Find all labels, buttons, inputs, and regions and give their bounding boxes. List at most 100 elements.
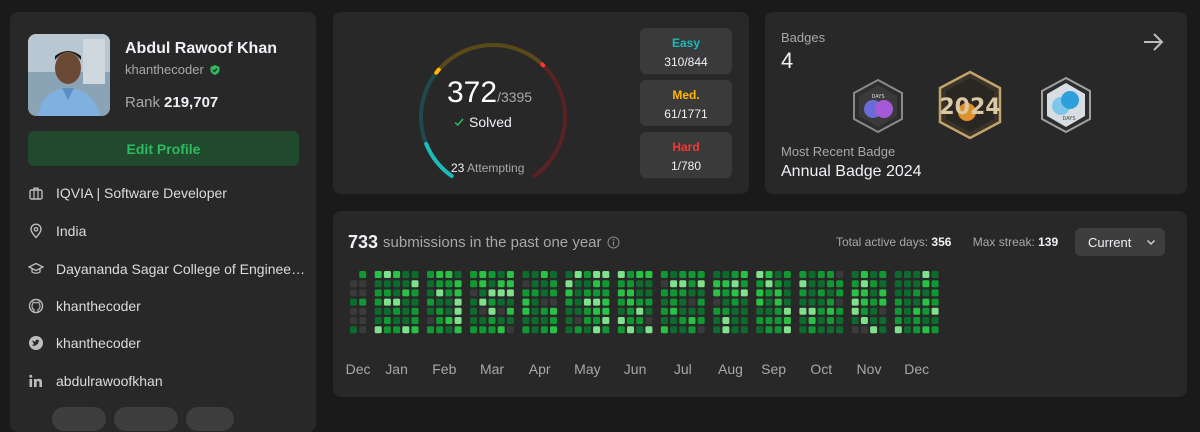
heatmap-cell[interactable] <box>851 298 859 306</box>
heatmap-cell[interactable] <box>350 307 357 315</box>
heatmap-cell[interactable] <box>799 326 807 334</box>
heatmap-cell[interactable] <box>470 298 478 306</box>
heatmap-cell[interactable] <box>922 280 930 288</box>
heatmap-cell[interactable] <box>894 289 902 297</box>
heatmap-cell[interactable] <box>374 289 382 297</box>
heatmap-cell[interactable] <box>411 307 419 315</box>
heatmap-cell[interactable] <box>731 280 739 288</box>
heatmap-cell[interactable] <box>922 289 930 297</box>
heatmap-cell[interactable] <box>870 307 878 315</box>
heatmap-cell[interactable] <box>660 326 668 334</box>
heatmap-cell[interactable] <box>688 307 696 315</box>
difficulty-easy[interactable]: Easy 310/844 <box>640 28 732 74</box>
heatmap-cell[interactable] <box>904 298 911 306</box>
tag-chip[interactable] <box>114 407 178 431</box>
heatmap-cell[interactable] <box>697 307 705 315</box>
heatmap-cell[interactable] <box>602 271 610 278</box>
heatmap-cell[interactable] <box>506 298 514 306</box>
heatmap-cell[interactable] <box>894 298 902 306</box>
heatmap-cell[interactable] <box>540 271 548 278</box>
heatmap-cell[interactable] <box>540 317 548 324</box>
heatmap-cell[interactable] <box>904 271 911 278</box>
heatmap-cell[interactable] <box>350 326 357 334</box>
heatmap-cell[interactable] <box>851 280 859 288</box>
heatmap-cell[interactable] <box>860 307 868 315</box>
heatmap-cell[interactable] <box>783 289 791 297</box>
heatmap-cell[interactable] <box>488 289 496 297</box>
heatmap-cell[interactable] <box>393 271 401 278</box>
heatmap-cell[interactable] <box>627 271 634 278</box>
linkedin-text[interactable]: abdulrawoofkhan <box>56 373 163 389</box>
heatmap-cell[interactable] <box>636 289 644 297</box>
heatmap-cell[interactable] <box>713 289 721 297</box>
heatmap-cell[interactable] <box>574 307 582 315</box>
heatmap-cell[interactable] <box>627 317 634 324</box>
heatmap-cell[interactable] <box>411 289 419 297</box>
heatmap-cell[interactable] <box>593 326 601 334</box>
heatmap-cell[interactable] <box>913 271 921 278</box>
heatmap-cell[interactable] <box>522 298 530 306</box>
heatmap-cell[interactable] <box>565 326 573 334</box>
heatmap-cell[interactable] <box>583 298 591 306</box>
heatmap-cell[interactable] <box>479 307 487 315</box>
heatmap-cell[interactable] <box>731 317 739 324</box>
heatmap-cell[interactable] <box>436 289 444 297</box>
heatmap-cell[interactable] <box>817 289 825 297</box>
annual-2024-badge-icon[interactable]: 2024 <box>937 70 1003 140</box>
heatmap-cell[interactable] <box>740 307 748 315</box>
heatmap-cell[interactable] <box>879 298 887 306</box>
heatmap-cell[interactable] <box>922 317 930 324</box>
heatmap-cell[interactable] <box>851 307 859 315</box>
heatmap-cell[interactable] <box>445 280 453 288</box>
heatmap-cell[interactable] <box>904 307 911 315</box>
heatmap-cell[interactable] <box>660 280 668 288</box>
heatmap-cell[interactable] <box>627 298 634 306</box>
heatmap-cell[interactable] <box>359 298 367 306</box>
heatmap-cell[interactable] <box>374 298 382 306</box>
heatmap-cell[interactable] <box>427 298 434 306</box>
heatmap-cell[interactable] <box>879 326 887 334</box>
info-github[interactable]: khanthecoder <box>28 298 306 314</box>
info-icon[interactable] <box>607 236 620 249</box>
heatmap-cell[interactable] <box>522 271 530 278</box>
github-text[interactable]: khanthecoder <box>56 298 141 314</box>
heatmap-cell[interactable] <box>393 280 401 288</box>
heatmap-cell[interactable] <box>756 317 764 324</box>
heatmap-cell[interactable] <box>427 317 434 324</box>
heatmap-cell[interactable] <box>550 298 557 306</box>
heatmap-cell[interactable] <box>713 280 721 288</box>
heatmap-cell[interactable] <box>531 271 539 278</box>
heatmap-cell[interactable] <box>697 271 705 278</box>
heatmap-cell[interactable] <box>383 307 391 315</box>
heatmap-cell[interactable] <box>593 280 601 288</box>
heatmap-cell[interactable] <box>731 289 739 297</box>
heatmap-cell[interactable] <box>479 280 487 288</box>
heatmap-cell[interactable] <box>436 317 444 324</box>
heatmap-cell[interactable] <box>445 289 453 297</box>
heatmap-cell[interactable] <box>913 289 921 297</box>
heatmap-cell[interactable] <box>636 326 644 334</box>
heatmap-cell[interactable] <box>670 317 678 324</box>
heatmap-cell[interactable] <box>574 289 582 297</box>
heatmap-cell[interactable] <box>660 271 668 278</box>
heatmap-cell[interactable] <box>470 271 478 278</box>
heatmap-cell[interactable] <box>774 271 782 278</box>
heatmap-cell[interactable] <box>617 317 625 324</box>
heatmap-cell[interactable] <box>783 307 791 315</box>
heatmap-cell[interactable] <box>756 298 764 306</box>
heatmap-cell[interactable] <box>359 271 367 278</box>
heatmap-cell[interactable] <box>913 326 921 334</box>
heatmap-cell[interactable] <box>565 289 573 297</box>
heatmap-cell[interactable] <box>427 326 434 334</box>
heatmap-cell[interactable] <box>383 326 391 334</box>
heatmap-cell[interactable] <box>799 280 807 288</box>
heatmap-cell[interactable] <box>470 326 478 334</box>
heatmap-cell[interactable] <box>922 307 930 315</box>
arrow-right-icon[interactable] <box>1141 30 1165 54</box>
heatmap-cell[interactable] <box>827 271 834 278</box>
heatmap-cell[interactable] <box>602 289 610 297</box>
heatmap-cell[interactable] <box>765 289 773 297</box>
heatmap-cell[interactable] <box>660 307 668 315</box>
heatmap-cell[interactable] <box>602 307 610 315</box>
heatmap-cell[interactable] <box>774 280 782 288</box>
